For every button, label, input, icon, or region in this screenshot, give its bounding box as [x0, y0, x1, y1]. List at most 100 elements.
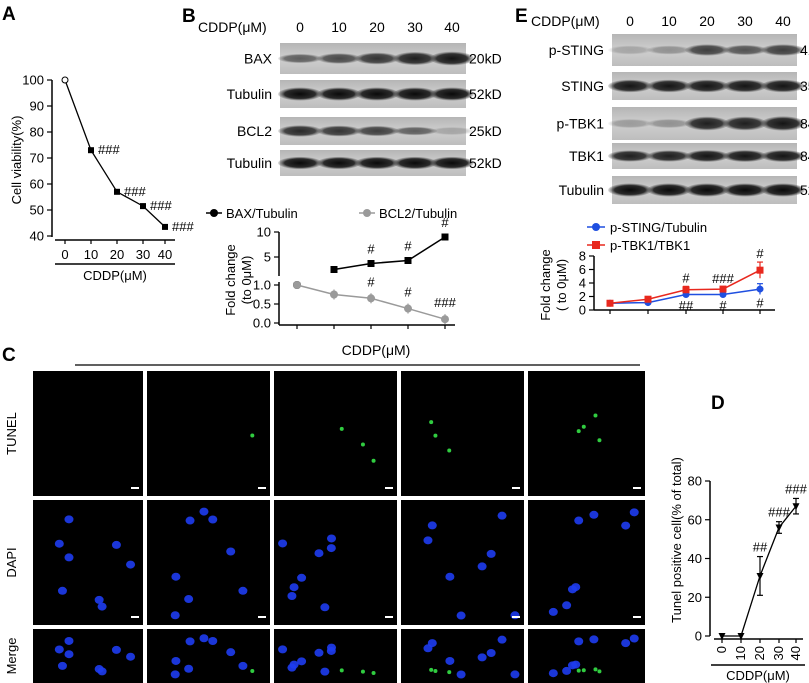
panel-a-xtick-label: 30 — [136, 247, 150, 262]
panel-e-annotation: # — [756, 295, 764, 310]
blot-size-label: 20kD — [469, 51, 502, 67]
nucleus-dot — [486, 549, 496, 558]
panel-letter-c: C — [2, 345, 16, 366]
panel-d-xtick-label: 20 — [752, 646, 767, 660]
nucleus-dot — [126, 560, 136, 569]
blot-band — [723, 183, 767, 197]
nucleus-dot — [477, 562, 487, 571]
panel-a-point — [140, 203, 146, 210]
panel-a-annotation: ### — [98, 142, 120, 157]
nucleus-dot — [423, 536, 433, 545]
nucleus-dot — [171, 656, 181, 665]
panel-d-ytick-label: 20 — [688, 590, 702, 605]
micrograph-tile — [274, 500, 397, 625]
nucleus-dot — [456, 670, 466, 679]
nucleus-dot — [111, 540, 121, 549]
nucleus-dot — [548, 669, 558, 678]
tunel-positive-dot — [250, 668, 255, 673]
nucleus-dot — [94, 595, 104, 604]
blot-band — [608, 150, 652, 162]
panel-d-xtick-label: 0 — [714, 646, 729, 653]
panel-e-ylabel: Fold change — [538, 249, 553, 321]
tunel-positive-dot — [371, 670, 376, 675]
blot-band — [647, 183, 691, 197]
nucleus-dot — [621, 521, 631, 530]
panel-b-bax-annotation: # — [367, 242, 375, 257]
nucleus-dot — [185, 516, 195, 525]
blot-label: BAX — [244, 51, 273, 67]
concentration-label: 20 — [369, 19, 385, 35]
panel-d-annotation: ### — [785, 481, 807, 496]
panel-e-ytick-label: 4 — [579, 276, 586, 291]
blot-band — [608, 45, 652, 55]
panel-e-cddp-label: CDDP(μM) — [531, 13, 600, 29]
panel-c-row-label: TUNEL — [4, 412, 19, 455]
concentration-label: 30 — [407, 19, 423, 35]
nucleus-dot — [510, 670, 520, 679]
panel-b-bcl2-annotation: # — [367, 274, 375, 289]
panel-e-ytick-label: 6 — [579, 262, 586, 277]
blot-band — [685, 116, 729, 131]
nucleus-dot — [562, 601, 572, 610]
blot-band — [278, 125, 322, 137]
nucleus-dot — [510, 611, 520, 620]
nucleus-dot — [297, 573, 307, 582]
blot-size-label: 52kD — [800, 182, 809, 198]
micrograph-tile — [147, 629, 270, 683]
blot-label: Tubulin — [227, 155, 272, 171]
panel-a-ytick-label: 90 — [30, 99, 44, 114]
panel-a-annotation: ### — [124, 184, 146, 199]
panel-e-chart: p-STING/Tubulin p-TBK1/TBK1 Fold change … — [538, 220, 775, 321]
nucleus-dot — [629, 634, 639, 643]
concentration-label: 10 — [661, 13, 677, 29]
panel-d-ytick-label: 0 — [695, 629, 702, 644]
blot-band — [355, 125, 399, 137]
panel-e-ylabel-2: ( to 0μM) — [554, 259, 569, 311]
scale-bar — [258, 487, 266, 489]
panel-d-xtick-label: 10 — [733, 646, 748, 660]
panel-d-xtick-label: 30 — [771, 646, 786, 660]
tunel-positive-dot — [339, 426, 344, 431]
nucleus-dot — [64, 553, 74, 562]
nucleus-dot — [621, 639, 631, 648]
blot-band — [761, 183, 805, 197]
panel-d-chart: Tunel positive cell(% of total) 0 20 40 60 8… — [669, 457, 808, 683]
panel-d-point — [792, 503, 800, 511]
blot-label: Tubulin — [559, 182, 604, 198]
nucleus-dot — [314, 549, 324, 558]
blot-size-label: 35kD — [800, 78, 809, 94]
micrograph-tile — [33, 371, 143, 496]
blot-band — [761, 44, 805, 56]
tunel-positive-dot — [447, 448, 452, 453]
nucleus-dot — [226, 547, 236, 556]
blot-band — [761, 116, 805, 131]
nucleus-dot — [199, 507, 209, 516]
panel-d-point — [737, 633, 745, 640]
concentration-label: 20 — [699, 13, 715, 29]
blot-size-label: 84kD — [800, 116, 809, 132]
micrograph-tile — [147, 500, 270, 625]
panel-b-legend-bax: BAX/Tubulin — [226, 206, 298, 221]
nucleus-dot — [238, 661, 248, 670]
nucleus-dot — [571, 583, 581, 592]
tunel-positive-dot — [597, 669, 602, 674]
panel-b-bcl2-annotation: ### — [434, 295, 456, 310]
nucleus-dot — [287, 663, 297, 672]
blot-label: STING — [561, 78, 604, 94]
blot-band — [355, 87, 399, 101]
tunel-positive-dot — [576, 668, 581, 673]
panel-b-ylabel-2: (to 0μM) — [239, 256, 254, 305]
tunel-positive-dot — [360, 442, 365, 447]
blot-band — [317, 87, 361, 101]
blot-band — [393, 87, 437, 101]
micrograph-tile — [528, 500, 645, 625]
micrograph-tile — [528, 629, 645, 683]
scale-bar — [512, 616, 520, 618]
panel-b-blots: CDDP(μM) 0 10 20 30 40 BAX 20kD Tubulin 52kD BCL… — [198, 19, 502, 176]
nucleus-dot — [574, 516, 584, 525]
nucleus-dot — [184, 595, 194, 604]
blot-band — [685, 150, 729, 162]
nucleus-dot — [445, 656, 455, 665]
